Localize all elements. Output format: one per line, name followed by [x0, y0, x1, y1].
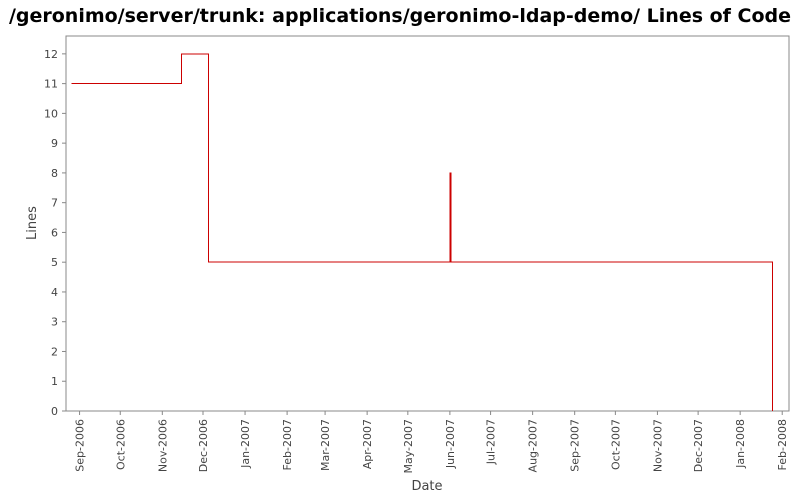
y-tick-label: 7 [51, 197, 58, 210]
x-tick-label: Feb-2007 [281, 419, 294, 470]
y-tick-label: 12 [44, 48, 58, 61]
y-tick-label: 2 [51, 345, 58, 358]
chart-title: /geronimo/server/trunk: applications/ger… [9, 5, 791, 27]
plot-area [65, 35, 790, 412]
y-tick-label: 0 [51, 405, 58, 418]
x-axis-ticks: Sep-2006 Oct-2006 Nov-2006 Dec-2006 Jan-2007… [74, 411, 789, 474]
y-axis-label: Lines [25, 206, 40, 240]
x-tick-label: Jan-2007 [239, 419, 252, 469]
y-tick-label: 4 [51, 286, 58, 299]
series-layer [71, 53, 774, 411]
x-tick-label: Jul-2007 [485, 419, 498, 465]
x-axis-label: Date [411, 479, 442, 494]
x-tick-label: Jan-2008 [734, 419, 747, 469]
series-line-0 [71, 53, 774, 411]
x-tick-label: Dec-2007 [692, 419, 705, 472]
y-tick-label: 3 [51, 316, 58, 329]
y-tick-label: 1 [51, 375, 58, 388]
y-tick-label: 9 [51, 137, 58, 150]
x-tick-label: Jun-2007 [444, 419, 457, 469]
x-tick-label: Nov-2007 [651, 419, 664, 472]
y-tick-label: 11 [44, 78, 58, 91]
x-tick-label: May-2007 [402, 419, 415, 474]
x-tick-label: Oct-2007 [609, 419, 622, 470]
y-tick-label: 8 [51, 167, 58, 180]
x-tick-label: Mar-2007 [319, 419, 332, 471]
x-tick-label: Oct-2006 [114, 419, 127, 470]
x-tick-label: Aug-2007 [527, 419, 540, 472]
y-tick-label: 6 [51, 226, 58, 239]
x-tick-label: Dec-2006 [197, 419, 210, 472]
x-tick-label: Feb-2008 [776, 419, 789, 470]
x-tick-label: Sep-2007 [569, 419, 582, 472]
x-tick-label: Apr-2007 [361, 419, 374, 469]
y-tick-label: 5 [51, 256, 58, 269]
x-tick-label: Nov-2006 [156, 419, 169, 472]
x-tick-label: Sep-2006 [74, 419, 87, 472]
y-tick-label: 10 [44, 107, 58, 120]
